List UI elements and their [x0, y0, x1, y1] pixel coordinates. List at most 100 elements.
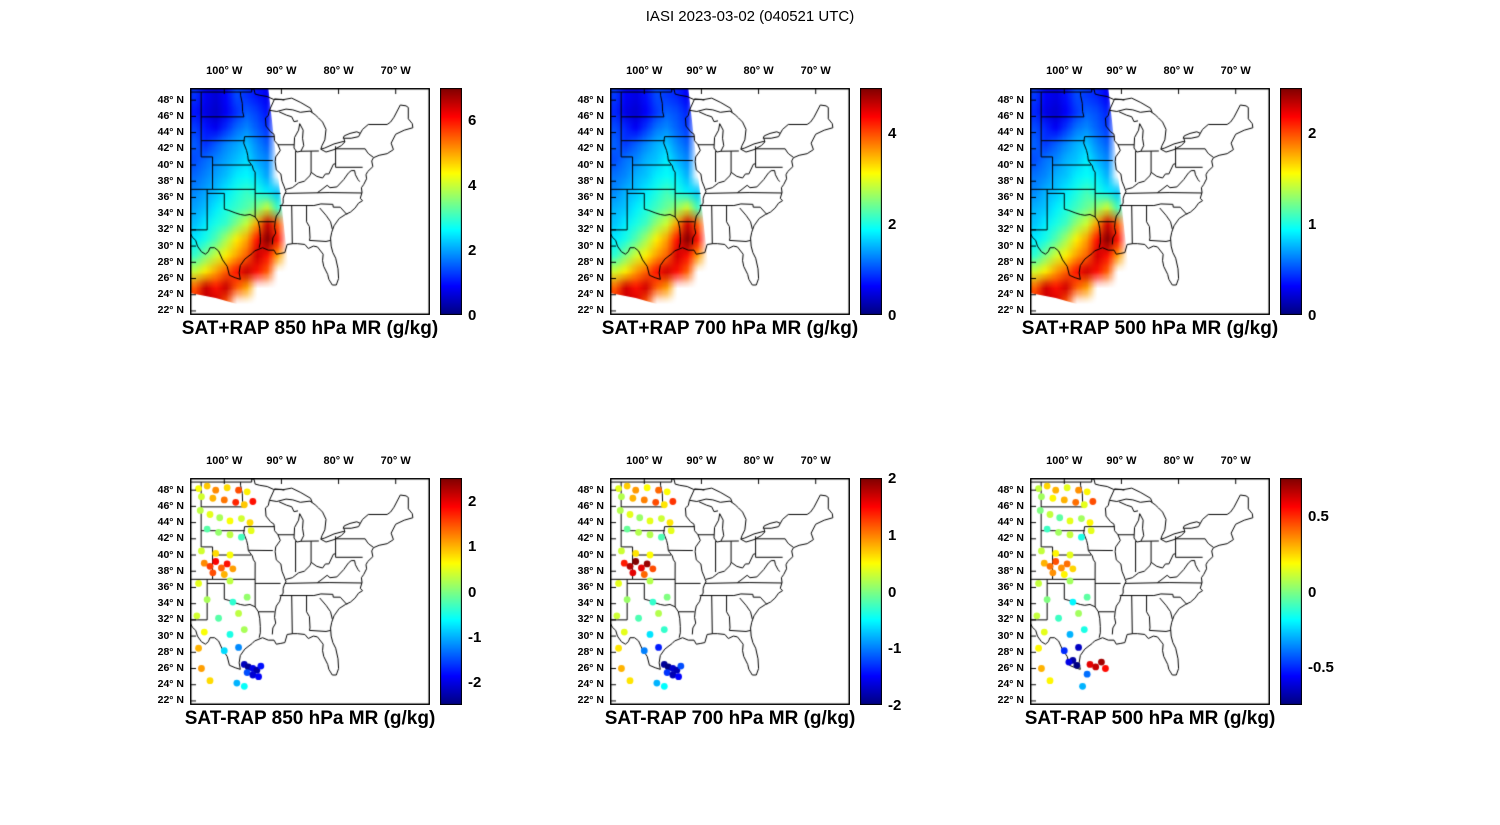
longitude-tick-label: 70° W [380, 65, 411, 77]
latitude-tick-label: 46° N [157, 109, 184, 122]
latitude-tick-label: 32° N [577, 613, 604, 626]
latitude-tick-label: 48° N [157, 483, 184, 496]
latitude-tick-label: 32° N [577, 223, 604, 236]
colorbar-tick-label: 0.5 [1308, 507, 1329, 525]
colorbar-tick-label: 1 [888, 526, 897, 544]
latitude-tick-label: 30° N [997, 239, 1024, 252]
longitude-tick-label: 100° W [206, 65, 243, 77]
longitude-tick-label: 90° W [686, 455, 717, 467]
longitude-tick-label: 100° W [626, 455, 663, 467]
colorbar-tick-label: 0 [1308, 583, 1317, 601]
longitude-tick-label: 100° W [626, 65, 663, 77]
colorbar-tick-label: -0.5 [1308, 659, 1334, 677]
latitude-tick-label: 40° N [577, 158, 604, 171]
colorbar-tick-label: 1 [468, 538, 477, 556]
latitude-tick-label: 38° N [577, 564, 604, 577]
latitude-tick-label: 30° N [157, 239, 184, 252]
map-canvas [610, 478, 850, 705]
latitude-tick-label: 32° N [157, 613, 184, 626]
latitude-tick-label: 44° N [997, 516, 1024, 529]
latitude-tick-label: 30° N [997, 629, 1024, 642]
latitude-tick-label: 24° N [577, 678, 604, 691]
longitude-tick-label: 80° W [323, 65, 354, 77]
latitude-tick-label: 36° N [997, 190, 1024, 203]
colorbar-tick-label: 2 [888, 470, 897, 487]
map-canvas [610, 88, 850, 315]
latitude-tick-label: 34° N [577, 207, 604, 220]
colorbar-tick-label: -2 [888, 697, 902, 714]
longitude-tick-label: 70° W [800, 455, 831, 467]
latitude-tick-label: 22° N [157, 694, 184, 707]
latitude-tick-label: 26° N [157, 272, 184, 285]
latitude-tick-label: 40° N [157, 548, 184, 561]
colorbar-tick-label: 0 [1308, 307, 1317, 324]
panel-title: SAT+RAP 850 hPa MR (g/kg) [181, 318, 439, 339]
latitude-tick-label: 38° N [577, 174, 604, 187]
panel-title: SAT+RAP 500 hPa MR (g/kg) [1021, 318, 1279, 339]
latitude-tick-label: 26° N [157, 662, 184, 675]
latitude-tick-label: 40° N [997, 158, 1024, 171]
latitude-tick-label: 28° N [997, 645, 1024, 658]
latitude-tick-label: 34° N [157, 597, 184, 610]
latitude-tick-label: 48° N [577, 93, 604, 106]
colorbar [1280, 478, 1302, 705]
colorbar-tick-label: 2 [468, 492, 477, 510]
colorbar-tick-label: 0 [888, 307, 897, 324]
latitude-tick-label: 44° N [577, 126, 604, 139]
latitude-tick-label: 28° N [157, 255, 184, 268]
latitude-tick-label: 28° N [997, 255, 1024, 268]
latitude-tick-label: 36° N [577, 190, 604, 203]
latitude-tick-label: 30° N [157, 629, 184, 642]
map-canvas [190, 478, 430, 705]
panel-sat-plus-rap-850: 100° W 90° W 80° W 70° W 48° N 46° N 44° N 42°… [130, 62, 512, 362]
longitude-tick-label: 100° W [1046, 455, 1083, 467]
longitude-tick-label: 100° W [206, 455, 243, 467]
longitude-tick-label: 70° W [1220, 455, 1251, 467]
latitude-tick-label: 34° N [577, 597, 604, 610]
map-canvas [1030, 478, 1270, 705]
longitude-tick-label: 80° W [743, 65, 774, 77]
latitude-tick-label: 28° N [577, 645, 604, 658]
colorbar-tick-label: 2 [1308, 125, 1317, 143]
latitude-tick-label: 38° N [997, 564, 1024, 577]
colorbar-tick-label: 2 [468, 242, 477, 260]
panel-title: SAT-RAP 850 hPa MR (g/kg) [184, 708, 436, 729]
colorbar-tick-label: -2 [468, 674, 482, 692]
latitude-tick-label: 44° N [577, 516, 604, 529]
panel-title: SAT-RAP 500 hPa MR (g/kg) [1024, 708, 1276, 729]
colorbar-tick-label: 0 [468, 583, 477, 601]
latitude-tick-label: 24° N [997, 678, 1024, 691]
longitude-tick-label: 90° W [1106, 65, 1137, 77]
latitude-tick-label: 30° N [577, 629, 604, 642]
latitude-tick-label: 48° N [157, 93, 184, 106]
latitude-tick-label: 28° N [157, 645, 184, 658]
panel-sat-plus-rap-700: 100° W 90° W 80° W 70° W 48° N 46° N 44° N 42°… [550, 62, 932, 362]
longitude-tick-label: 70° W [380, 455, 411, 467]
latitude-tick-label: 22° N [997, 694, 1024, 707]
latitude-tick-label: 46° N [997, 499, 1024, 512]
latitude-tick-label: 22° N [997, 304, 1024, 317]
latitude-tick-label: 24° N [157, 288, 184, 301]
colorbar-tick-label: -1 [468, 628, 482, 646]
latitude-tick-label: 46° N [997, 109, 1024, 122]
map-canvas [1030, 88, 1270, 315]
latitude-tick-label: 26° N [577, 662, 604, 675]
latitude-tick-label: 22° N [577, 304, 604, 317]
figure-title: IASI 2023-03-02 (040521 UTC) [645, 8, 855, 25]
colorbar-tick-label: 6 [468, 112, 477, 130]
latitude-tick-label: 40° N [577, 548, 604, 561]
latitude-tick-label: 48° N [997, 483, 1024, 496]
latitude-tick-label: 42° N [577, 142, 604, 155]
latitude-tick-label: 38° N [157, 174, 184, 187]
longitude-tick-label: 80° W [1163, 455, 1194, 467]
latitude-tick-label: 24° N [577, 288, 604, 301]
longitude-tick-label: 90° W [266, 455, 297, 467]
colorbar [860, 88, 882, 315]
latitude-tick-label: 46° N [157, 499, 184, 512]
latitude-tick-label: 48° N [577, 483, 604, 496]
latitude-tick-label: 32° N [997, 223, 1024, 236]
colorbar-tick-label: 1 [1308, 216, 1317, 234]
latitude-tick-label: 42° N [997, 142, 1024, 155]
longitude-tick-label: 100° W [1046, 65, 1083, 77]
